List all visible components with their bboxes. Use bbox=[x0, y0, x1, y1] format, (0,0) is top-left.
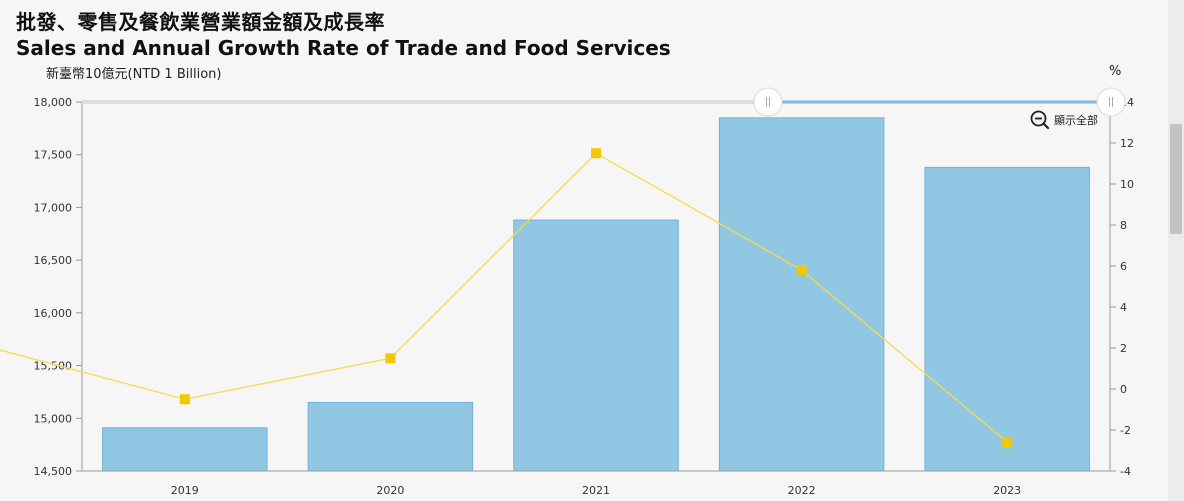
line-series bbox=[0, 148, 1013, 448]
right-tick-label: 10 bbox=[1120, 178, 1134, 191]
left-tick-label: 17,500 bbox=[34, 149, 73, 162]
zoom-out-icon bbox=[1030, 110, 1050, 130]
left-tick-label: 16,000 bbox=[34, 307, 73, 320]
left-tick-label: 15,500 bbox=[34, 360, 73, 373]
right-axis-unit: % bbox=[1109, 64, 1122, 79]
bar bbox=[513, 219, 679, 472]
growth-rate-point bbox=[1002, 437, 1013, 448]
bar bbox=[307, 401, 474, 472]
right-tick-label: 4 bbox=[1120, 301, 1127, 314]
right-tick-label: 8 bbox=[1120, 219, 1127, 232]
x-tick-label: 2022 bbox=[788, 484, 816, 497]
left-tick-label: 18,000 bbox=[34, 96, 73, 109]
right-tick-label: 0 bbox=[1120, 383, 1127, 396]
x-tick-label: 2019 bbox=[171, 484, 199, 497]
range-slider[interactable] bbox=[82, 87, 1126, 117]
left-tick-label: 16,500 bbox=[34, 254, 73, 267]
left-tick-label: 15,000 bbox=[34, 412, 73, 425]
range-handle-start[interactable] bbox=[753, 87, 783, 117]
right-tick-label: 6 bbox=[1120, 260, 1127, 273]
scrollbar-thumb[interactable] bbox=[1170, 124, 1182, 234]
page-scrollbar[interactable] bbox=[1168, 0, 1184, 501]
show-all-button[interactable]: 顯示全部 bbox=[1030, 110, 1098, 130]
right-tick-label: -4 bbox=[1120, 465, 1131, 478]
x-tick-label: 2020 bbox=[376, 484, 404, 497]
chart-title-zh: 批發、零售及餐飲業營業額金額及成長率 bbox=[16, 10, 385, 34]
growth-rate-point bbox=[385, 353, 396, 364]
x-tick-label: 2023 bbox=[993, 484, 1021, 497]
x-axis: 2019 2020 2021 2022 2023 bbox=[82, 470, 1110, 497]
chart-title-en: Sales and Annual Growth Rate of Trade an… bbox=[16, 36, 671, 60]
growth-rate-line bbox=[0, 152, 1008, 443]
growth-rate-point bbox=[591, 148, 601, 159]
range-handle-end[interactable] bbox=[1096, 87, 1126, 117]
right-tick-label: -2 bbox=[1120, 424, 1131, 437]
right-tick-label: 12 bbox=[1120, 137, 1134, 150]
bar-series bbox=[102, 117, 1090, 472]
growth-rate-point bbox=[796, 265, 807, 276]
right-tick-label: 2 bbox=[1120, 342, 1127, 355]
show-all-label: 顯示全部 bbox=[1054, 114, 1098, 127]
left-tick-label: 14,500 bbox=[34, 465, 73, 478]
bar bbox=[718, 117, 885, 472]
left-axis: 14,500 15,000 15,500 16,000 16,500 17,000 17,5… bbox=[34, 96, 83, 478]
left-tick-label: 17,000 bbox=[34, 201, 73, 214]
bar bbox=[102, 427, 268, 472]
x-tick-label: 2021 bbox=[582, 484, 610, 497]
left-axis-unit: 新臺幣10億元(NTD 1 Billion) bbox=[46, 67, 222, 82]
bar bbox=[924, 166, 1090, 472]
growth-rate-point bbox=[179, 394, 190, 405]
